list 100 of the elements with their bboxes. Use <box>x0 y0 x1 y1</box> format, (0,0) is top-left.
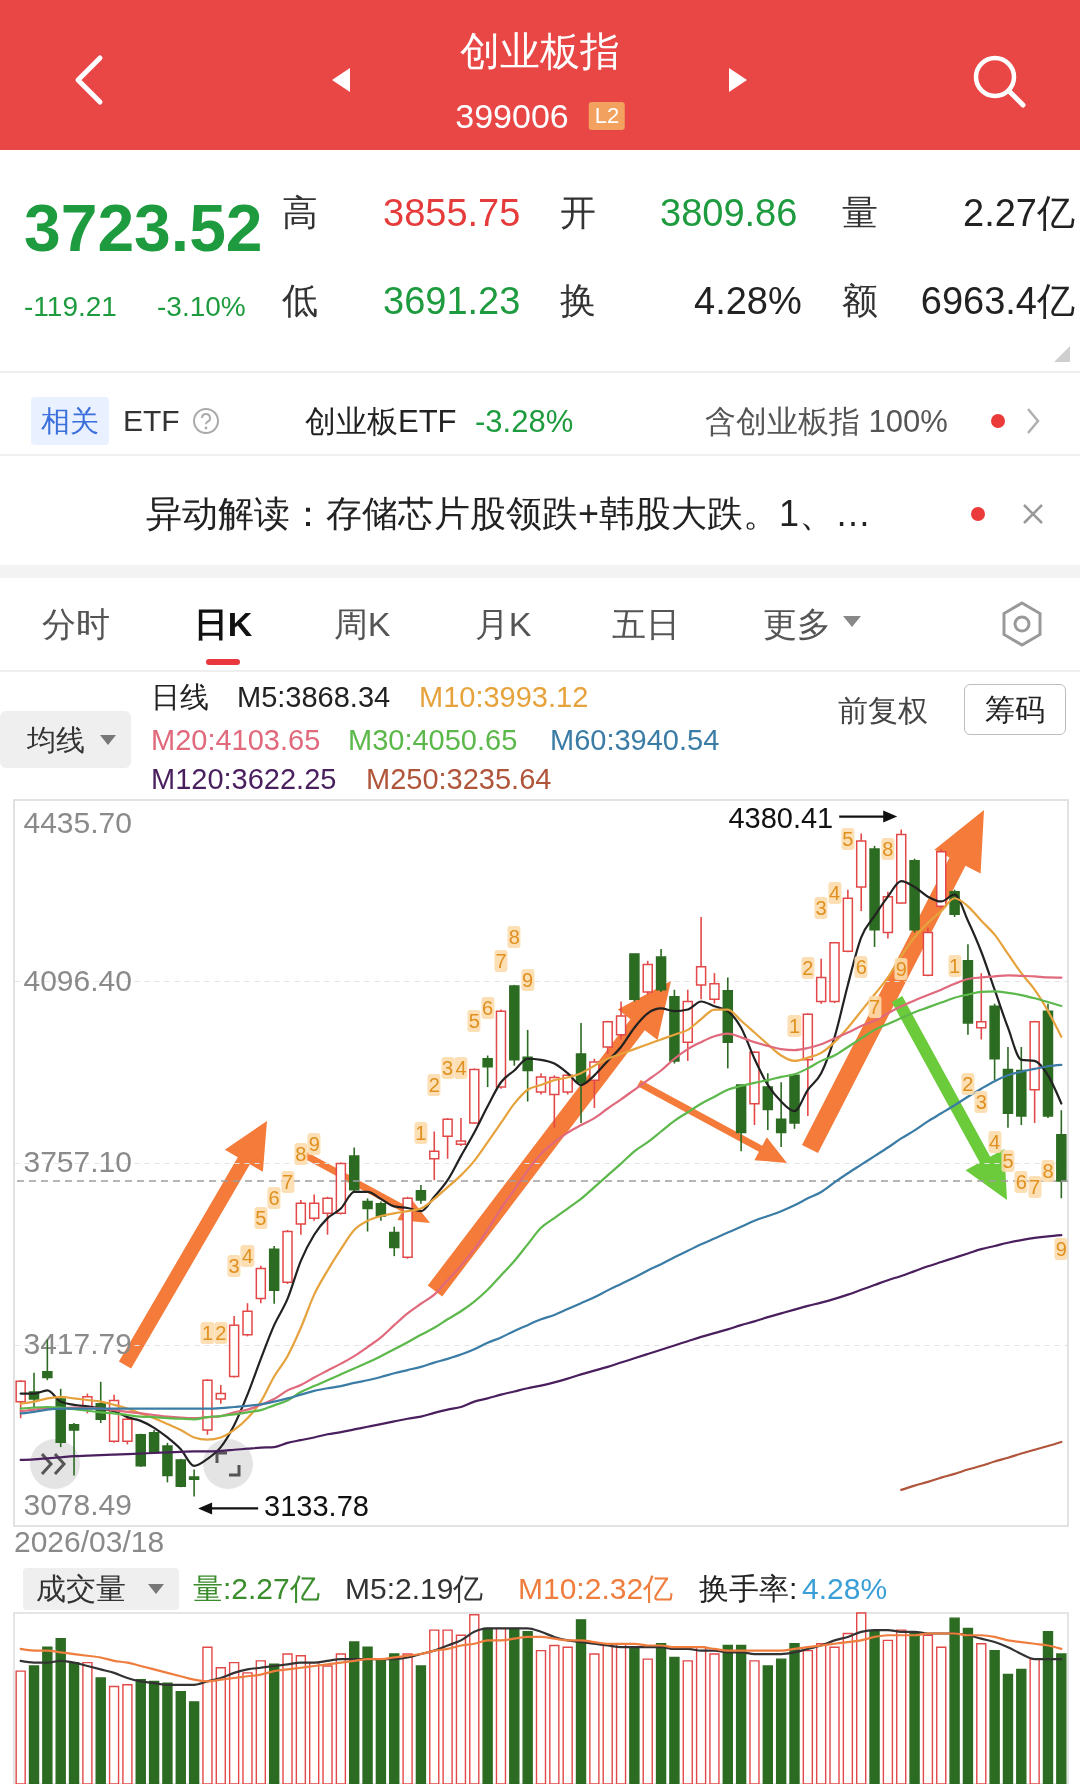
text: 量:2.27亿 <box>193 1572 320 1605</box>
annotation: 3 <box>814 897 828 920</box>
text: -119.21 <box>24 291 117 322</box>
annotation: 5 <box>841 828 855 851</box>
bar <box>655 1643 667 1784</box>
text: 含创业板指 100% <box>705 403 948 439</box>
annotation: 4 <box>240 1245 255 1268</box>
bar <box>282 1653 293 1784</box>
annotation: 9 <box>894 957 908 980</box>
annotation: 8 <box>507 926 521 949</box>
chart-title: 成交量 <box>36 1572 126 1605</box>
text: 创业板ETF <box>305 403 457 439</box>
bar <box>68 1661 80 1784</box>
bar <box>535 1649 547 1784</box>
text: 相关 <box>31 397 109 445</box>
bar <box>1042 1631 1054 1784</box>
bar <box>842 1632 854 1784</box>
bar <box>322 1665 333 1784</box>
text: 3723.52 <box>24 191 263 265</box>
text: 高 <box>282 192 318 233</box>
y-tick-label: 4435.70 <box>23 805 132 839</box>
text: M20:4103.65 <box>151 723 321 756</box>
bar <box>802 1649 814 1784</box>
bar <box>1016 1668 1027 1784</box>
y-tick-label: 3757.10 <box>23 1145 132 1179</box>
bar <box>775 1658 787 1784</box>
bar <box>1056 1653 1067 1784</box>
bar <box>455 1634 467 1784</box>
text: M60:3940.54 <box>550 723 720 756</box>
bar <box>175 1690 186 1784</box>
series-label: M5:2.19亿 <box>345 1572 484 1605</box>
text: 日K <box>193 605 253 643</box>
annotation: 6 <box>854 955 868 978</box>
bar <box>602 1643 613 1784</box>
bar <box>188 1701 200 1784</box>
bar <box>1029 1658 1040 1784</box>
bar <box>268 1663 280 1784</box>
text: 3855.75 <box>383 192 521 234</box>
bar <box>55 1637 66 1784</box>
bar <box>909 1632 920 1784</box>
bar <box>389 1653 400 1784</box>
annotation: 7 <box>1028 1176 1042 1199</box>
annotation: 3 <box>441 1057 455 1080</box>
bar <box>162 1682 173 1784</box>
bar <box>976 1643 987 1784</box>
bar <box>482 1627 493 1784</box>
bar <box>42 1646 53 1784</box>
annotation: 7 <box>280 1171 295 1194</box>
bar <box>15 1670 26 1784</box>
annotation: 8 <box>881 838 895 861</box>
bar <box>922 1634 934 1784</box>
bar <box>869 1631 880 1784</box>
bar <box>896 1629 907 1784</box>
bar <box>242 1672 253 1784</box>
bar <box>82 1661 93 1784</box>
bar <box>295 1655 307 1784</box>
bar <box>135 1678 146 1784</box>
bar <box>682 1660 693 1784</box>
legend-title: 日线 <box>151 680 209 713</box>
bar <box>108 1685 120 1784</box>
y-tick-label: 4096.40 <box>23 964 132 997</box>
annotation: 3 <box>974 1090 988 1113</box>
bar <box>28 1665 40 1784</box>
bar <box>255 1660 267 1784</box>
annotation: 4 <box>454 1057 468 1080</box>
bar <box>429 1629 440 1784</box>
bar <box>215 1667 226 1784</box>
bar <box>629 1646 640 1784</box>
bar <box>695 1646 707 1784</box>
text: 均线 <box>27 723 85 756</box>
text: 五日 <box>612 605 680 643</box>
text: 前复权 <box>838 694 928 727</box>
annotation: 6 <box>1014 1171 1028 1194</box>
text: 筹码 <box>964 684 1066 735</box>
annotation: 4 <box>827 882 842 905</box>
text: M5:3868.34 <box>237 680 391 713</box>
bar <box>522 1631 533 1784</box>
text: 4.28% <box>694 280 802 322</box>
annotation: 9 <box>521 969 535 992</box>
text: M10:3993.12 <box>419 680 589 713</box>
bar <box>856 1612 867 1784</box>
annotation: 6 <box>481 997 495 1020</box>
annotation: 2026/03/18 <box>14 1525 165 1558</box>
bar <box>509 1627 520 1784</box>
bar <box>1002 1673 1014 1784</box>
text: ETF <box>123 404 180 437</box>
annotation: 7 <box>494 949 508 972</box>
bar <box>722 1644 733 1784</box>
annotation: 5 <box>254 1207 268 1230</box>
annotation: 2 <box>801 957 815 980</box>
text: 更多 <box>763 605 831 643</box>
annotation: 2 <box>214 1321 228 1344</box>
text: 分时 <box>42 605 110 643</box>
annotation: 6 <box>267 1187 281 1210</box>
bar <box>562 1646 573 1784</box>
text: M250:3235.64 <box>366 762 552 795</box>
text: 额 <box>842 280 878 321</box>
annotation: 5 <box>1001 1149 1015 1172</box>
text: 周K <box>333 605 391 643</box>
bar <box>735 1644 747 1784</box>
